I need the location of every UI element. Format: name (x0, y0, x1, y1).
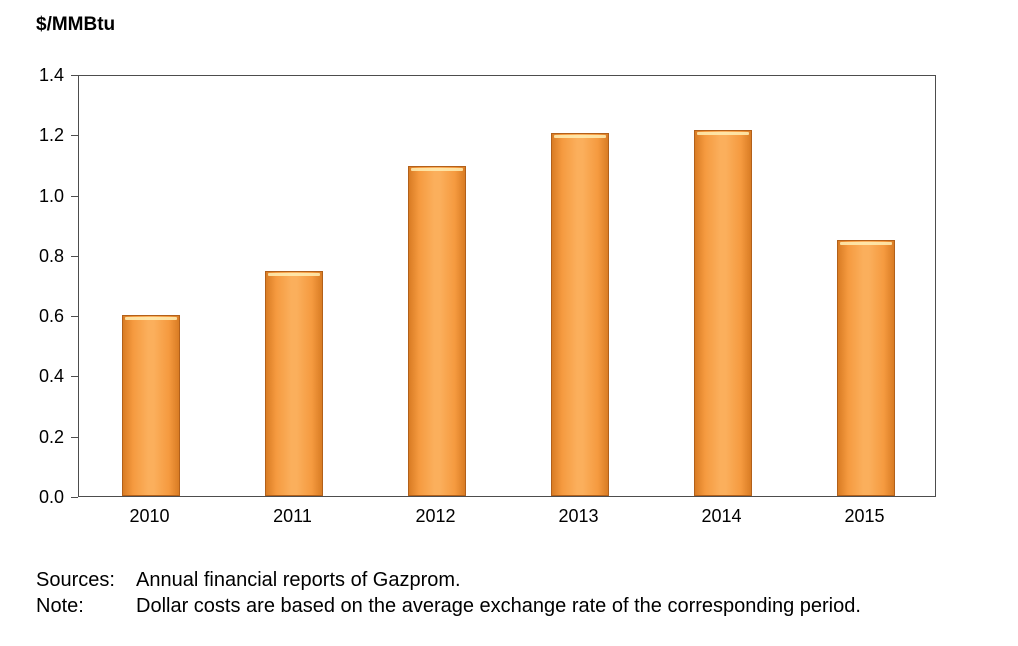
y-tick-label: 1.4 (38, 65, 64, 85)
y-tick-mark (71, 75, 78, 76)
plot-area (78, 75, 936, 497)
y-tick-mark (71, 316, 78, 318)
chart-title: $/MMBtu (36, 14, 116, 35)
bar-2013 (551, 133, 609, 496)
y-tick-mark (71, 497, 78, 498)
y-tick-label: 0.0 (38, 487, 64, 507)
sources-label: Sources: (36, 569, 115, 591)
x-tick-label-2010: 2010 (129, 506, 170, 526)
note-label: Note: (36, 595, 84, 617)
y-tick-mark (71, 195, 78, 197)
y-axis-labels: 1.4 1.2 1.0 0.8 0.6 0.4 0.2 0.0 (0, 65, 64, 507)
y-tick-label: 0.4 (38, 366, 64, 387)
x-tick-label-2013: 2013 (558, 506, 599, 526)
bar-2014 (694, 130, 752, 496)
x-tick-label-2012: 2012 (415, 506, 456, 526)
y-tick-mark (71, 255, 78, 257)
chart-footer: Sources: Annual financial reports of Gaz… (36, 567, 861, 619)
bar-top-highlight (697, 132, 749, 135)
x-tick-label-2015: 2015 (844, 506, 885, 526)
y-tick-mark (71, 376, 78, 378)
y-tick-mark (71, 436, 78, 438)
y-tick-label: 0.6 (38, 306, 64, 327)
x-tick-label-2011: 2011 (273, 506, 312, 526)
x-tick-label-2014: 2014 (701, 506, 742, 526)
bar-2012 (408, 166, 466, 496)
x-axis-labels: 2010 2011 2012 2013 2014 2015 (78, 506, 936, 532)
sources-row: Sources: Annual financial reports of Gaz… (36, 567, 861, 593)
y-tick-label: 0.8 (38, 245, 64, 266)
note-row: Note: Dollar costs are based on the aver… (36, 593, 861, 619)
bar-2015 (837, 240, 895, 496)
y-tick-mark (71, 135, 78, 137)
y-tick-label: 1.0 (38, 185, 64, 206)
bar-top-highlight (411, 168, 463, 171)
bar-2011 (265, 271, 323, 496)
sources-text: Annual financial reports of Gazprom. (136, 569, 461, 591)
y-tick-label: 1.2 (38, 125, 64, 146)
bar-top-highlight (840, 242, 892, 245)
bar-top-highlight (125, 317, 177, 320)
y-tick-label: 0.2 (38, 426, 64, 447)
note-text: Dollar costs are based on the average ex… (136, 595, 861, 617)
y-tick-marks (71, 75, 78, 498)
bar-top-highlight (268, 273, 320, 276)
bar-top-highlight (554, 135, 606, 138)
bar-2010 (122, 315, 180, 496)
